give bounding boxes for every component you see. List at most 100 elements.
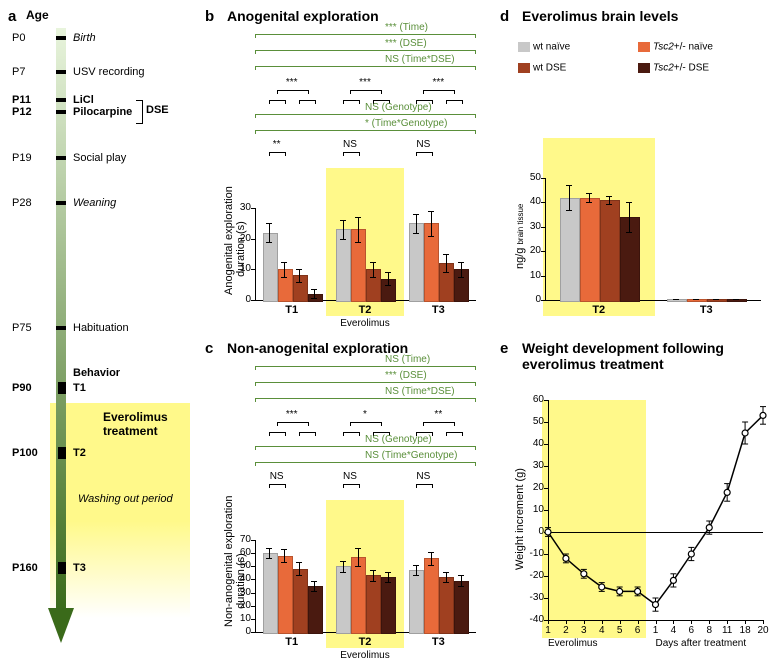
stat-label: * (350, 409, 380, 420)
age-label: P100 (12, 447, 42, 459)
stat-label: NS (262, 471, 292, 482)
timeline-event: T3 (73, 562, 86, 574)
bar (454, 269, 469, 302)
group-sublabel: Everolimus (328, 318, 401, 329)
stat-annotation: *** (DSE) (385, 38, 427, 49)
xtick-label: 2 (558, 625, 574, 636)
bar (263, 233, 278, 302)
legend-label: Tsc2+/- DSE (653, 62, 709, 73)
stat-bracket (277, 422, 309, 426)
panel-d-title: Everolimus brain levels (522, 8, 678, 24)
bar (580, 198, 600, 302)
dse-bracket (136, 100, 143, 124)
bar (278, 556, 293, 634)
ytick-label: -20 (520, 570, 544, 581)
xtick-label: T3 (653, 304, 761, 316)
panel-c-chart: c Non-anogenital exploration 01020304050… (205, 340, 485, 660)
panel-b-label: b (205, 8, 214, 25)
stat-bracket (350, 422, 382, 426)
ytick-label: -30 (520, 592, 544, 603)
panel-d-chart: d Everolimus brain levels wt naïve Tsc2+/… (500, 8, 770, 318)
timeline-event: Behavior (73, 367, 120, 379)
everolimus-treatment-label: Everolimustreatment (103, 411, 168, 439)
ytick-label: 60 (520, 394, 544, 405)
stat-annotation: * (Time*Genotype) (365, 118, 447, 129)
age-label: P75 (12, 322, 42, 334)
panel-d-label: d (500, 8, 509, 25)
stat-bracket (446, 100, 463, 104)
bar (424, 558, 439, 634)
x-sublabel-left: Everolimus (548, 638, 597, 649)
xtick-label: T1 (255, 304, 328, 316)
stat-label: NS (335, 139, 365, 150)
y-axis-label: Non-anogenital explorationduration (s) (223, 535, 247, 627)
xtick-label: 4 (594, 625, 610, 636)
timeline-event: T1 (73, 382, 86, 394)
timeline-event: Weaning (73, 197, 116, 209)
age-label: P11 (12, 94, 42, 106)
stat-bracket (277, 90, 309, 94)
stat-label: *** (350, 77, 380, 88)
stat-label: *** (277, 409, 307, 420)
bar (439, 263, 454, 302)
stat-annotation: NS (Time*Genotype) (365, 450, 457, 461)
age-label: P160 (12, 562, 42, 574)
stat-bracket (269, 100, 286, 104)
age-label: P28 (12, 197, 42, 209)
ytick-label: 50 (520, 416, 544, 427)
panel-b-chart: b Anogenital exploration 0102030Anogenit… (205, 8, 485, 318)
ytick-label: 50 (517, 172, 541, 183)
timeline-tick (56, 201, 66, 205)
timeline-event: T2 (73, 447, 86, 459)
stat-bracket (416, 152, 433, 156)
stat-bracket (299, 100, 316, 104)
legend-item: wt naïve (518, 38, 638, 56)
panel-b-title: Anogenital exploration (227, 8, 379, 24)
stat-bracket (423, 90, 455, 94)
legend-label: Tsc2+/- naïve (653, 41, 713, 52)
bar (381, 577, 396, 634)
xtick-label: T3 (402, 304, 475, 316)
legend: wt naïveTsc2+/- naïvewt DSETsc2+/- DSE (518, 38, 768, 80)
timeline-tick (56, 110, 66, 114)
timeline-event: LiCl (73, 94, 94, 106)
xtick-label: 5 (612, 625, 628, 636)
panel-c-title: Non-anogenital exploration (227, 340, 408, 356)
stat-bracket (343, 152, 360, 156)
bar (263, 553, 278, 634)
bar (600, 200, 620, 302)
bar (366, 575, 381, 634)
age-label: P0 (12, 32, 42, 44)
age-label: P7 (12, 66, 42, 78)
timeline-tick (58, 562, 66, 574)
bar (439, 577, 454, 634)
stat-bracket (269, 484, 286, 488)
ytick-label: 40 (520, 438, 544, 449)
y-axis-label: Anogenital explorationduration (s) (223, 203, 247, 295)
xtick-label: 1 (540, 625, 556, 636)
xtick-label: T2 (545, 304, 653, 316)
bar (308, 586, 323, 634)
xtick-label: 6 (683, 625, 699, 636)
stat-annotation: NS (Genotype) (365, 434, 432, 445)
stat-label: *** (277, 77, 307, 88)
stat-annotation: NS (Time*DSE) (385, 386, 455, 397)
timeline-tick (58, 382, 66, 394)
bar (366, 269, 381, 302)
timeline-tick (56, 36, 66, 40)
legend-label: wt naïve (533, 41, 570, 52)
ytick-label: 0 (227, 294, 251, 305)
stat-bracket (350, 90, 382, 94)
stat-label: NS (335, 471, 365, 482)
timeline-event: Habituation (73, 322, 129, 334)
bar (351, 557, 366, 634)
legend-item: Tsc2+/- naïve (638, 38, 758, 56)
xtick-label: 11 (719, 625, 735, 636)
xtick-label: T1 (255, 636, 328, 648)
bar (351, 229, 366, 302)
bar (454, 581, 469, 634)
stat-bracket (343, 432, 360, 436)
ytick-label: 0 (517, 294, 541, 305)
timeline-event: Pilocarpine (73, 106, 132, 118)
panel-e-title: Weight development following everolimus … (522, 340, 772, 372)
